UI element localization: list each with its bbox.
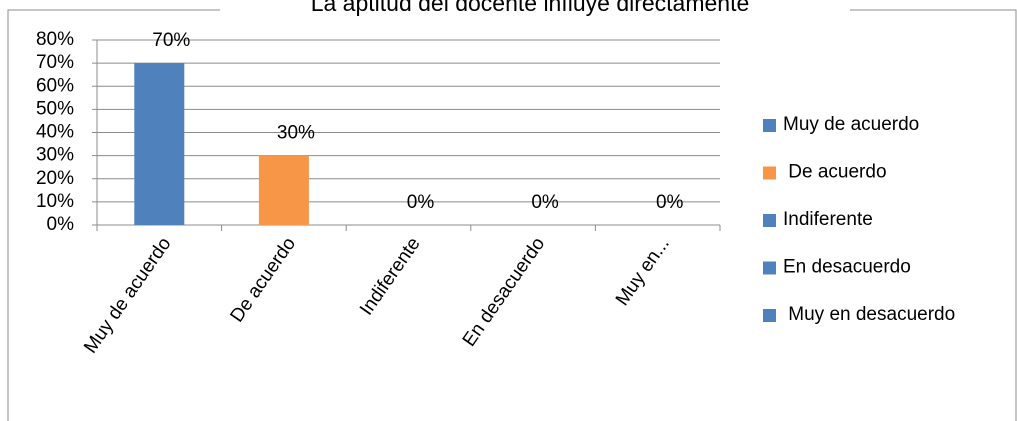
legend-swatch bbox=[763, 166, 776, 180]
y-tick-label: 20% bbox=[36, 168, 74, 189]
data-label: 70% bbox=[152, 30, 190, 51]
data-label: 0% bbox=[407, 192, 435, 213]
legend-label: Indiferente bbox=[783, 209, 873, 230]
y-tick-label: 80% bbox=[36, 29, 74, 50]
bar bbox=[134, 63, 185, 225]
legend-label: Muy de acuerdo bbox=[783, 114, 919, 135]
y-tick-label: 50% bbox=[36, 98, 74, 119]
y-tick-label: 0% bbox=[47, 214, 75, 235]
legend-swatch bbox=[763, 119, 776, 132]
legend-label: En desacuerdo bbox=[783, 257, 911, 278]
chart-title: La aptitud del docente influye directame… bbox=[311, 0, 750, 16]
legend-swatch bbox=[763, 261, 776, 275]
y-tick-label: 10% bbox=[36, 191, 74, 212]
bar bbox=[258, 155, 309, 225]
y-tick-label: 30% bbox=[36, 145, 74, 166]
data-label: 0% bbox=[656, 192, 684, 213]
legend-label: De acuerdo bbox=[783, 162, 887, 183]
legend-swatch bbox=[763, 309, 776, 322]
legend-label: Muy en desacuerdo bbox=[783, 304, 955, 325]
y-tick-label: 70% bbox=[36, 52, 74, 73]
legend-swatch bbox=[763, 214, 776, 227]
data-label: 0% bbox=[531, 192, 559, 213]
data-label: 30% bbox=[277, 123, 315, 144]
y-tick-label: 40% bbox=[36, 122, 74, 143]
y-tick-label: 60% bbox=[36, 75, 74, 96]
title-background bbox=[220, 0, 850, 18]
